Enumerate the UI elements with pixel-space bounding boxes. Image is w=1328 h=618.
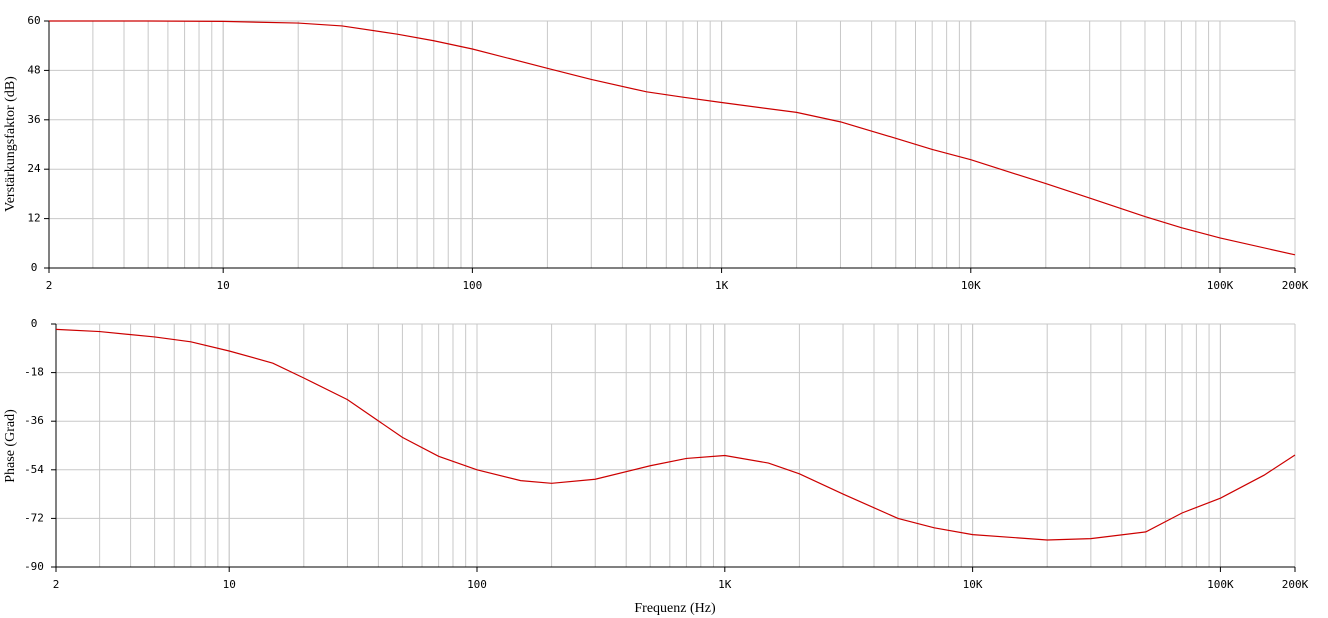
y-tick-label: 48 (27, 63, 40, 76)
x-tick-label: 100K (1207, 578, 1234, 591)
y-tick-label: 36 (27, 113, 40, 126)
y-tick-label: -36 (24, 414, 44, 427)
y-tick-label: -18 (24, 366, 44, 379)
x-tick-label: 100 (467, 578, 487, 591)
y-tick-label: -90 (24, 560, 44, 573)
x-tick-label: 200K (1282, 578, 1309, 591)
y-tick-label: 24 (27, 162, 41, 175)
y-tick-label: -54 (24, 463, 44, 476)
y-axis-label: Phase (Grad) (3, 409, 18, 483)
y-tick-label: 0 (31, 261, 38, 274)
x-tick-label: 2 (53, 578, 60, 591)
y-tick-label: 12 (27, 212, 40, 225)
data-line (49, 20, 1296, 256)
y-axis-label: Verstärkungsfaktor (dB) (3, 76, 18, 212)
x-tick-label: 10K (961, 279, 981, 292)
x-tick-label: 10 (217, 279, 230, 292)
x-tick-label: 10 (223, 578, 236, 591)
y-tick-label: 60 (27, 14, 40, 27)
x-axis-label: Frequenz (Hz) (634, 601, 716, 616)
x-tick-label: 1K (718, 578, 732, 591)
y-tick-label: -72 (24, 511, 44, 524)
y-tick-label: 0 (31, 317, 38, 330)
x-tick-label: 10K (963, 578, 983, 591)
x-tick-label: 100K (1207, 279, 1234, 292)
x-tick-label: 2 (46, 279, 53, 292)
data-line (55, 328, 1296, 541)
x-tick-label: 200K (1282, 279, 1309, 292)
x-tick-label: 100 (462, 279, 482, 292)
x-tick-label: 1K (715, 279, 729, 292)
